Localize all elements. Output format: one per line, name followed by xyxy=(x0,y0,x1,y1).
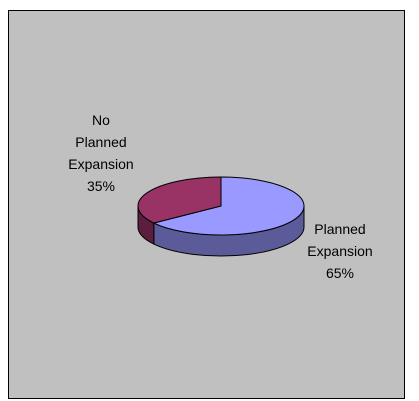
pie-slice-label-0: Planned Expansion 65% xyxy=(307,221,372,281)
pie-slice-0 xyxy=(152,176,305,236)
pie-chart: Planned Expansion 65% No Planned Expansion 35% xyxy=(68,112,372,281)
chart-area: Planned Expansion 65% No Planned Expansion 35% xyxy=(8,10,405,399)
pie-slice-label-line: Planned xyxy=(314,221,365,237)
pie-slice-label-line: Expansion xyxy=(307,243,372,259)
pie-slice-label-line: Expansion xyxy=(68,156,133,172)
pie-slice-label-line: 35% xyxy=(87,178,115,194)
pie-slice-label-line: No xyxy=(92,112,110,128)
pie-slice-label-line: Planned xyxy=(75,134,126,150)
pie-labels: Planned Expansion 65% No Planned Expansion 35% xyxy=(68,112,372,281)
pie-slice-label-1: No Planned Expansion 35% xyxy=(68,112,133,194)
pie-slice-label-line: 65% xyxy=(326,265,354,281)
pie-slice-1 xyxy=(137,176,222,224)
pie-tops xyxy=(137,176,305,236)
